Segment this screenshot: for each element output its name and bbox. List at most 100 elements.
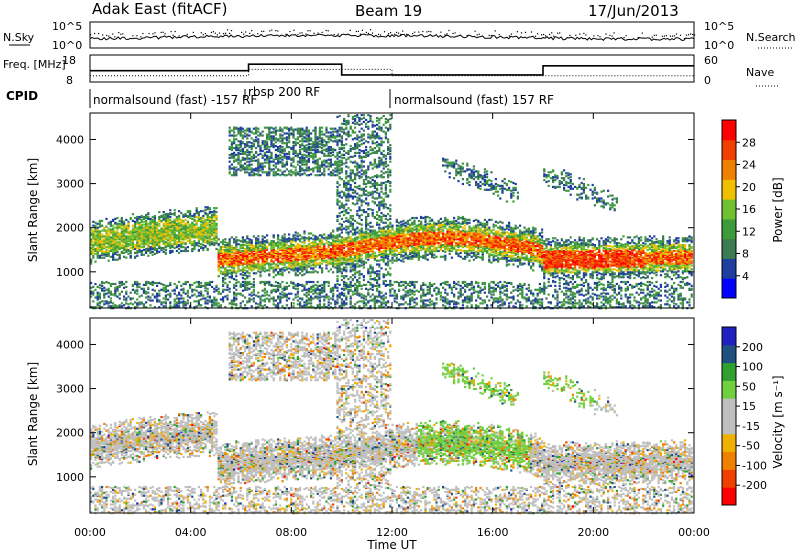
- power-cell: [191, 241, 194, 244]
- power-cell: [336, 151, 339, 154]
- power-cell: [250, 282, 253, 286]
- power-cell: [285, 240, 288, 243]
- power-cell: [167, 224, 170, 227]
- power-cell: [109, 236, 112, 239]
- power-cell: [294, 263, 297, 266]
- power-cell: [325, 293, 328, 296]
- power-cell: [244, 150, 247, 154]
- power-cell: [263, 280, 266, 284]
- power-cell: [250, 170, 253, 173]
- power-cell: [224, 295, 227, 298]
- power-cell: [351, 305, 354, 308]
- power-cell: [202, 239, 205, 242]
- power-cell: [149, 281, 152, 285]
- power-cell: [197, 299, 200, 302]
- power-cell: [175, 234, 178, 237]
- power-cell: [279, 252, 282, 255]
- power-cell: [255, 173, 258, 176]
- power-cell: [274, 274, 277, 277]
- power-cell: [323, 245, 326, 248]
- power-cell: [228, 156, 231, 159]
- power-cell: [230, 154, 233, 157]
- power-cell: [259, 164, 262, 167]
- power-cell: [296, 138, 299, 141]
- power-cell: [279, 297, 282, 300]
- power-cell: [351, 238, 354, 241]
- power-cell: [248, 141, 251, 144]
- power-cell: [340, 130, 343, 133]
- power-cell: [105, 248, 108, 252]
- power-cell: [325, 135, 328, 138]
- power-cell: [107, 221, 110, 224]
- power-heatmap: [90, 114, 693, 310]
- power-cell: [252, 245, 255, 248]
- power-cell: [167, 298, 170, 301]
- power-cell: [312, 129, 315, 132]
- noise-dot: [412, 33, 414, 35]
- power-cell: [334, 300, 337, 303]
- power-cell: [343, 277, 346, 280]
- power-cell: [296, 303, 299, 306]
- power-cell: [266, 161, 269, 164]
- power-cell: [222, 243, 225, 246]
- power-cell: [230, 174, 233, 177]
- power-cell: [235, 239, 238, 242]
- power-cell: [266, 269, 269, 272]
- power-cell: [90, 228, 93, 231]
- power-cell: [351, 214, 354, 218]
- power-cell: [279, 133, 282, 136]
- power-cell: [180, 288, 183, 291]
- power-cell: [224, 244, 227, 247]
- power-cell: [162, 213, 165, 217]
- power-cell: [351, 117, 354, 121]
- power-cell: [195, 285, 198, 288]
- power-cell: [303, 238, 306, 241]
- power-cell: [272, 164, 275, 167]
- power-cell: [296, 238, 299, 241]
- power-cell: [349, 169, 352, 172]
- power-cell: [222, 239, 225, 242]
- power-cell: [332, 135, 335, 138]
- power-cell: [206, 287, 209, 290]
- power-cell: [257, 130, 260, 133]
- power-cell: [336, 269, 339, 272]
- power-cell: [274, 265, 277, 268]
- power-cell: [288, 284, 291, 287]
- power-cell: [200, 210, 203, 213]
- power-cell: [316, 148, 319, 152]
- power-cell: [292, 160, 295, 163]
- noise-dot: [448, 29, 450, 32]
- noise-dot: [224, 32, 227, 34]
- power-cell: [288, 150, 291, 154]
- power-cell: [248, 300, 251, 303]
- power-cell: [233, 251, 236, 254]
- power-cell: [109, 282, 112, 286]
- power-cell: [226, 246, 229, 249]
- power-cell: [149, 225, 152, 228]
- power-cell: [314, 166, 317, 169]
- power-cell: [140, 218, 143, 221]
- power-cell: [301, 140, 304, 143]
- power-cell: [189, 237, 192, 240]
- power-cell: [334, 259, 337, 262]
- power-cell: [211, 241, 214, 244]
- power-cell: [277, 297, 280, 300]
- power-cell: [255, 131, 258, 134]
- power-cell: [307, 265, 310, 268]
- power-cell: [125, 227, 128, 230]
- power-cell: [310, 264, 313, 267]
- power-cell: [235, 281, 238, 285]
- power-cell: [277, 236, 280, 239]
- power-cell: [318, 293, 321, 296]
- power-cell: [261, 165, 264, 168]
- power-cell: [332, 244, 335, 247]
- power-cell: [138, 301, 141, 304]
- power-cell: [290, 280, 293, 284]
- power-cell: [197, 238, 200, 241]
- power-cell: [285, 246, 288, 250]
- power-cell: [237, 239, 240, 242]
- power-cell: [305, 237, 308, 240]
- power-cell: [244, 261, 247, 264]
- power-cell: [204, 218, 207, 221]
- power-cell: [237, 270, 240, 273]
